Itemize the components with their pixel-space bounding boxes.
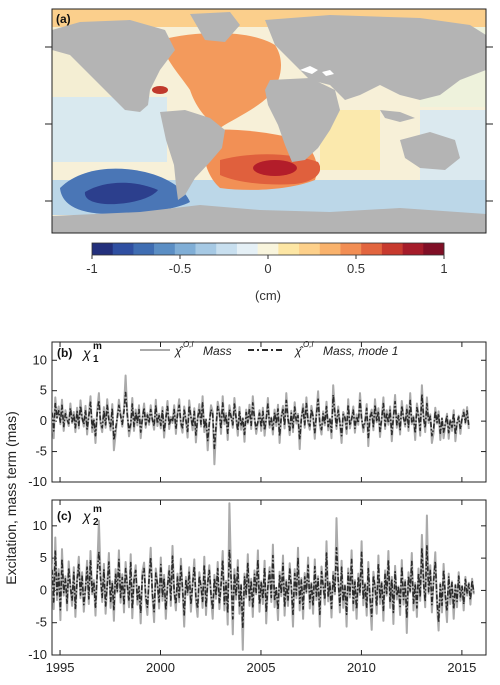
- agulhas-core: [253, 160, 297, 176]
- colorbar-cell: [154, 243, 176, 255]
- y-tick-label: -10: [28, 647, 47, 662]
- colorbar-cell: [236, 243, 258, 255]
- panel-b-sup: m: [93, 341, 102, 352]
- legend-sup-1: O,i: [183, 340, 193, 349]
- panel-b-yticks: -10 -5 0 5 10: [28, 342, 486, 489]
- sea-ice-spots: [300, 66, 334, 76]
- x-tick-label: 2015: [447, 660, 476, 675]
- panel-a-label: (a): [56, 12, 71, 26]
- y-tick-label: 5: [40, 383, 47, 398]
- y-tick-label: -5: [35, 444, 47, 459]
- series-line-mode1: [52, 391, 470, 450]
- y-tick-label: -10: [28, 474, 47, 489]
- chart-panel-c: -10 -5 0 5 10 1995 2000 2005 2010 2015 (c) χ m 2: [28, 499, 487, 675]
- greenland-land: [190, 12, 240, 42]
- colorbar-cell: [174, 243, 196, 255]
- colorbar-ticks: -1 -0.5 0 0.5 1: [86, 255, 448, 276]
- colorbar-cell: [402, 243, 424, 255]
- panel-c-symbol: χ m 2: [81, 504, 102, 528]
- gulf-stream-spot: [152, 86, 168, 94]
- panel-b-sub: 1: [93, 354, 99, 365]
- panel-c-sub: 2: [93, 517, 99, 528]
- africa-land: [265, 78, 340, 162]
- y-tick-label: 0: [40, 582, 47, 597]
- legend: χ̂ O,i Mass χ̂ O,i Mass, mode 1: [140, 340, 398, 358]
- x-tick-label: 2000: [146, 660, 175, 675]
- panel-c-chi: χ: [81, 508, 91, 524]
- legend-label-2: Mass, mode 1: [323, 344, 398, 358]
- colorbar-cell: [361, 243, 383, 255]
- series-line-mode1: [52, 544, 475, 629]
- land-masses: [52, 12, 486, 233]
- panel-c-yticks: -10 -5 0 5 10: [28, 500, 486, 662]
- y-tick-label: 5: [40, 550, 47, 565]
- se-pacific-core: [84, 182, 158, 205]
- colorbar: -1 -0.5 0 0.5 1 (cm): [86, 242, 448, 303]
- colorbar-tick-label: 0: [264, 261, 271, 276]
- panel-b-symbol: χ m 1: [81, 341, 102, 365]
- colorbar-cell: [112, 243, 134, 255]
- map-panel: (a): [45, 8, 493, 234]
- colorbar-tick-label: -0.5: [169, 261, 191, 276]
- panel-b-chi: χ: [81, 345, 91, 361]
- map-ticks: [45, 46, 493, 202]
- colorbar-cell: [319, 243, 341, 255]
- indonesia-land: [380, 110, 415, 122]
- series-line-mass: [52, 502, 475, 651]
- x-tick-label: 2005: [247, 660, 276, 675]
- y-tick-label: 0: [40, 413, 47, 428]
- north-atlantic-field: [160, 33, 282, 128]
- legend-hat-2: χ̂: [294, 344, 304, 358]
- shared-ylabel: Excitation, mass term (mas): [3, 411, 19, 584]
- chart-panel-b: -10 -5 0 5 10 (b) χ m 1 χ̂ O,i Mass χ̂ O,i M…: [28, 340, 487, 489]
- colorbar-tick-label: 0.5: [347, 261, 365, 276]
- colorbar-cell: [195, 243, 217, 255]
- colorbar-cell: [92, 243, 114, 255]
- x-tick-label: 2010: [347, 660, 376, 675]
- colorbar-cells: [92, 243, 445, 255]
- australia-land: [400, 132, 460, 170]
- legend-sup-2: O,i: [303, 340, 313, 349]
- y-tick-label: 10: [33, 352, 47, 367]
- colorbar-cell: [381, 243, 403, 255]
- panel-c-series: [52, 502, 475, 651]
- y-tick-label: -5: [35, 615, 47, 630]
- panel-b-series: [52, 374, 470, 466]
- north-america-land: [52, 20, 175, 112]
- y-tick-label: 10: [33, 518, 47, 533]
- colorbar-tick-label: -1: [86, 261, 98, 276]
- panel-c-label: (c): [57, 509, 72, 523]
- south-america-land: [160, 110, 225, 200]
- antarctica-land: [52, 205, 486, 233]
- colorbar-cell: [278, 243, 300, 255]
- colorbar-cell: [257, 243, 279, 255]
- panel-c-sup: m: [93, 504, 102, 515]
- eurasia-land: [265, 15, 486, 100]
- legend-hat-1: χ̂: [174, 344, 184, 358]
- colorbar-cell: [423, 243, 445, 255]
- map-frame: [51, 8, 487, 234]
- panel-b-label: (b): [57, 346, 72, 360]
- colorbar-unit: (cm): [255, 288, 281, 303]
- x-tick-label: 1995: [46, 660, 75, 675]
- colorbar-cell: [133, 243, 155, 255]
- panel-c-xticks: 1995 2000 2005 2010 2015: [46, 660, 477, 675]
- colorbar-cell: [299, 243, 321, 255]
- colorbar-cell: [216, 243, 238, 255]
- colorbar-tick-label: 1: [440, 261, 447, 276]
- tropical-pacific-field: [52, 97, 167, 162]
- legend-label-1: Mass: [203, 344, 232, 358]
- colorbar-cell: [340, 243, 362, 255]
